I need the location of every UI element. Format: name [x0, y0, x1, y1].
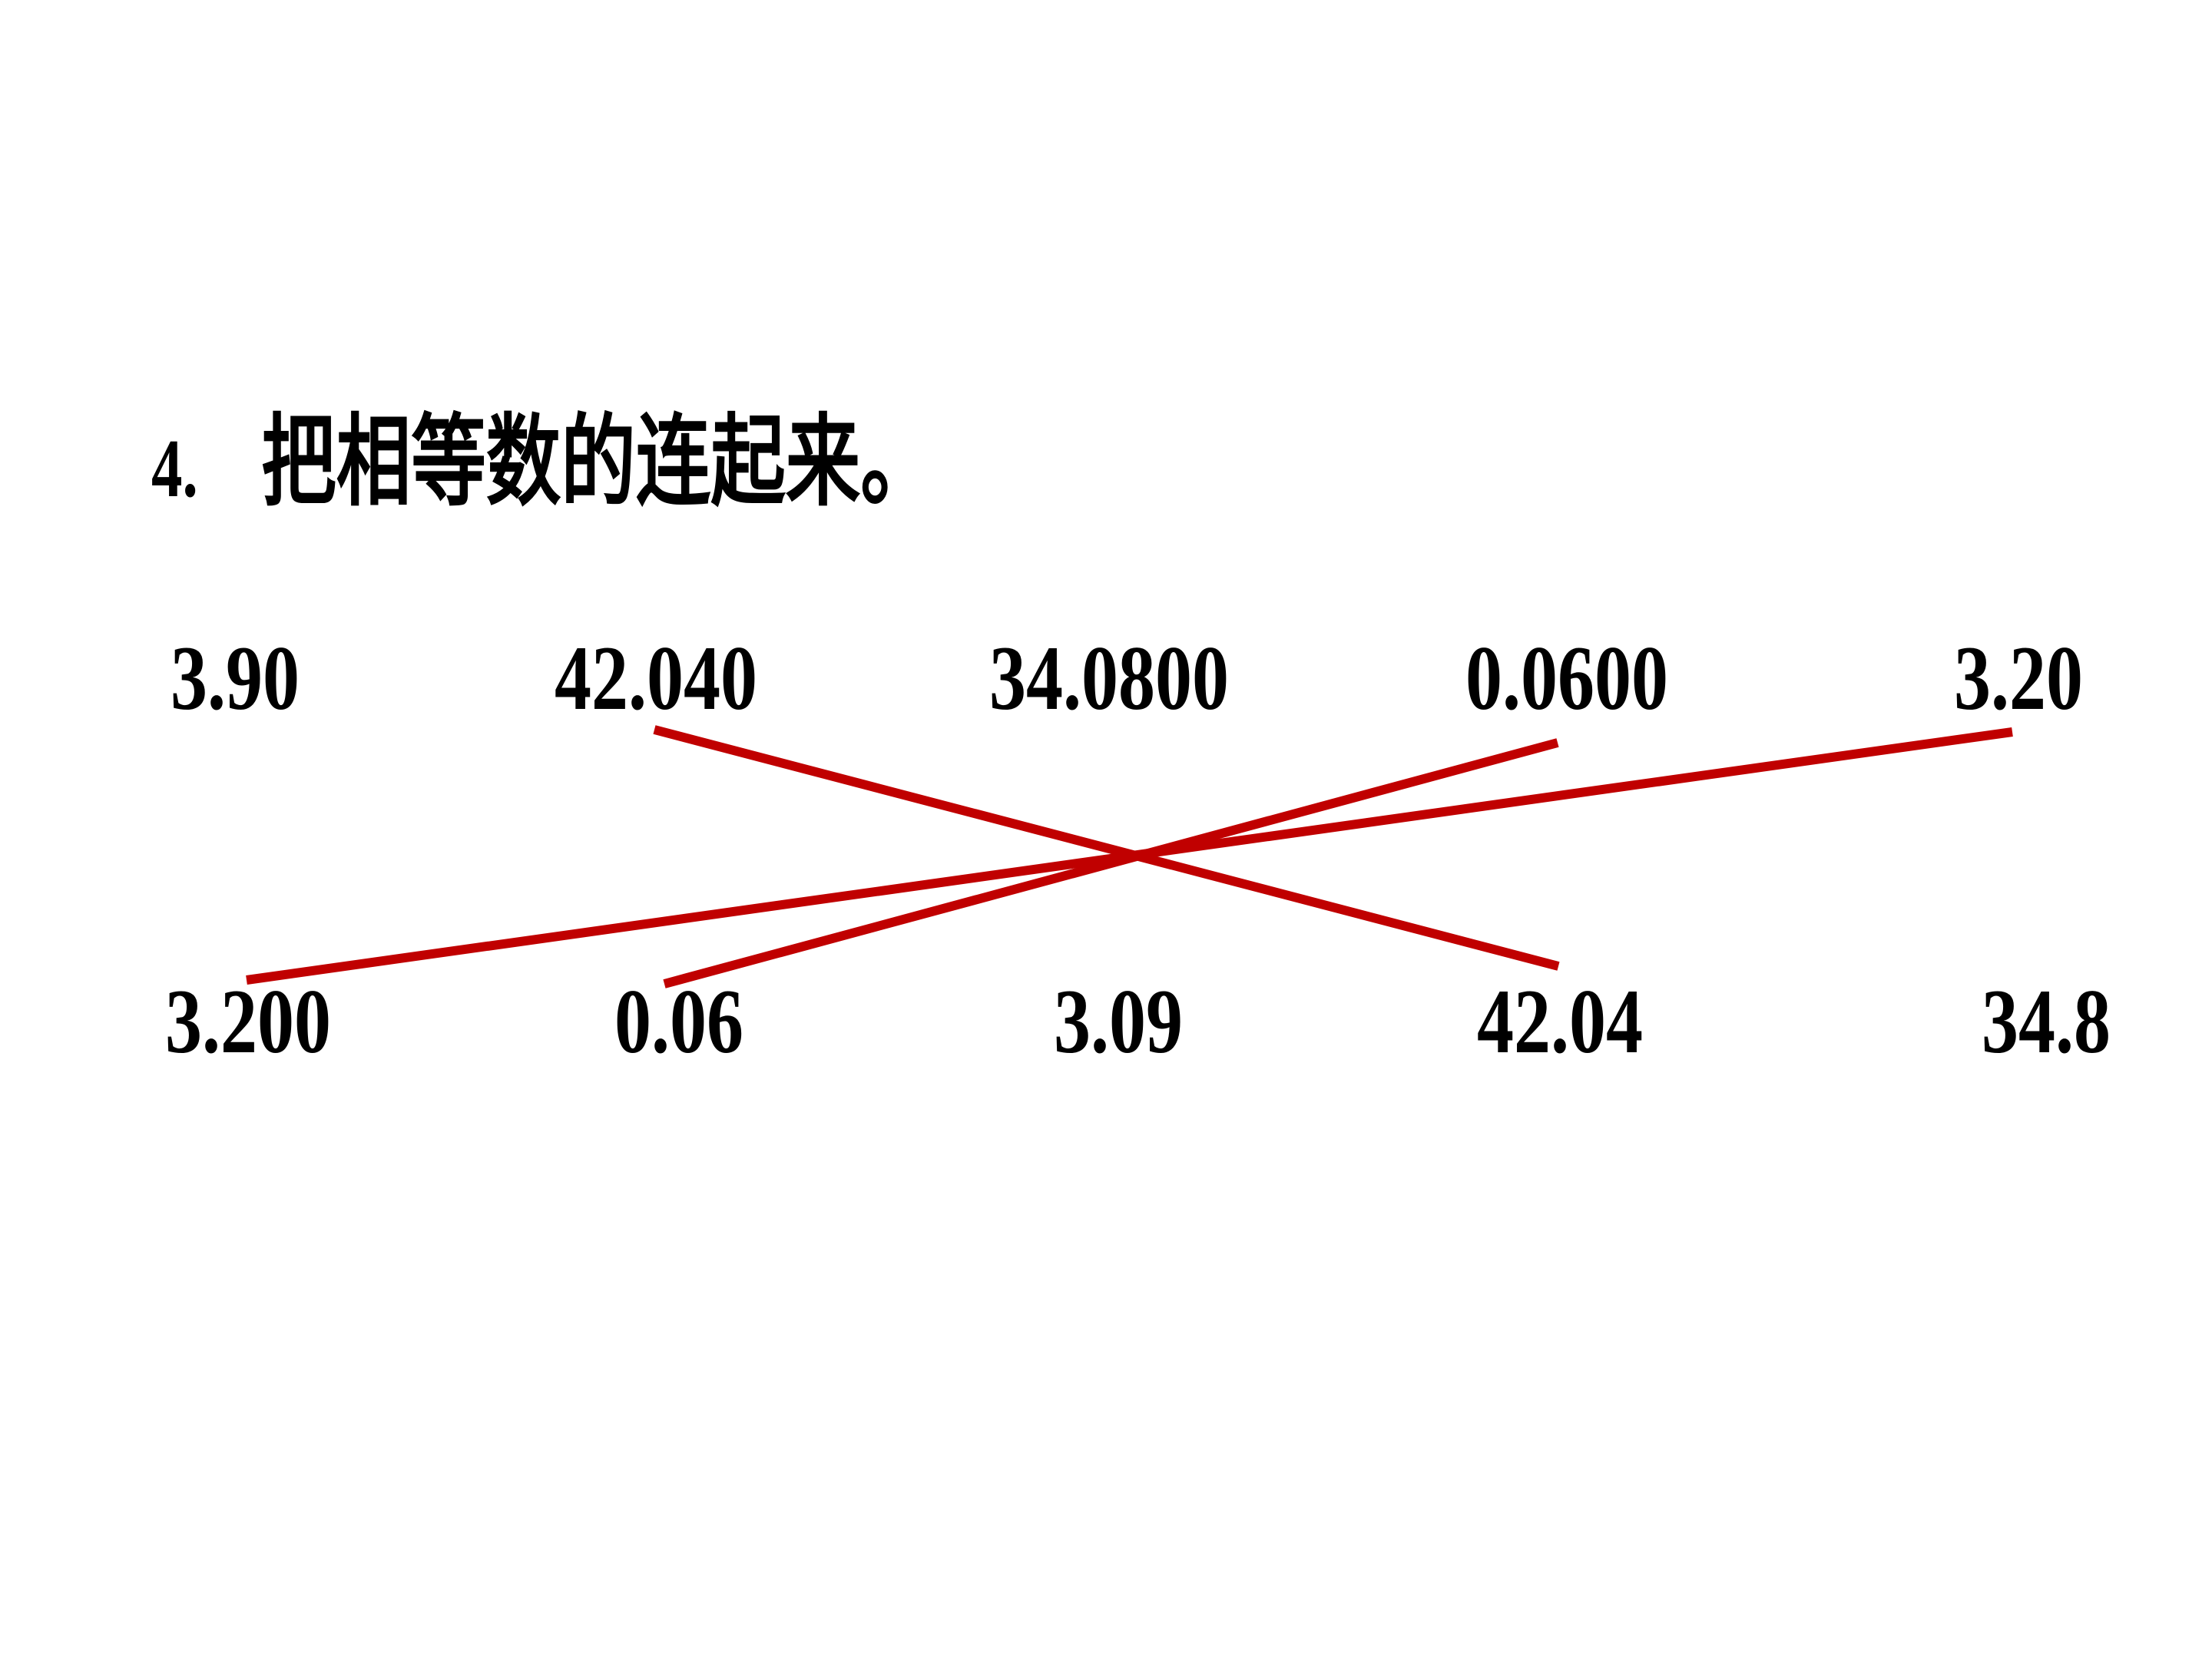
question-text: 把相等数的连起来。	[261, 408, 935, 518]
exercise-title: 4. 把相等数的连起来。	[151, 413, 935, 513]
connection-line-2	[663, 738, 1559, 988]
connection-line-3	[246, 727, 2013, 985]
bottom-number-5: 34.8	[1982, 970, 2111, 1072]
top-number-2: 42.040	[555, 627, 757, 729]
question-number: 4.	[151, 423, 198, 515]
connection-line-1	[653, 725, 1560, 971]
bottom-number-4: 42.04	[1477, 970, 1643, 1072]
bottom-number-1: 3.200	[165, 970, 331, 1072]
top-number-1: 3.90	[171, 627, 300, 729]
bottom-number-3: 3.09	[1054, 970, 1183, 1072]
bottom-number-2: 0.06	[614, 970, 743, 1072]
top-number-3: 34.0800	[989, 627, 1229, 729]
top-number-4: 0.0600	[1465, 627, 1668, 729]
top-number-5: 3.20	[1954, 627, 2083, 729]
